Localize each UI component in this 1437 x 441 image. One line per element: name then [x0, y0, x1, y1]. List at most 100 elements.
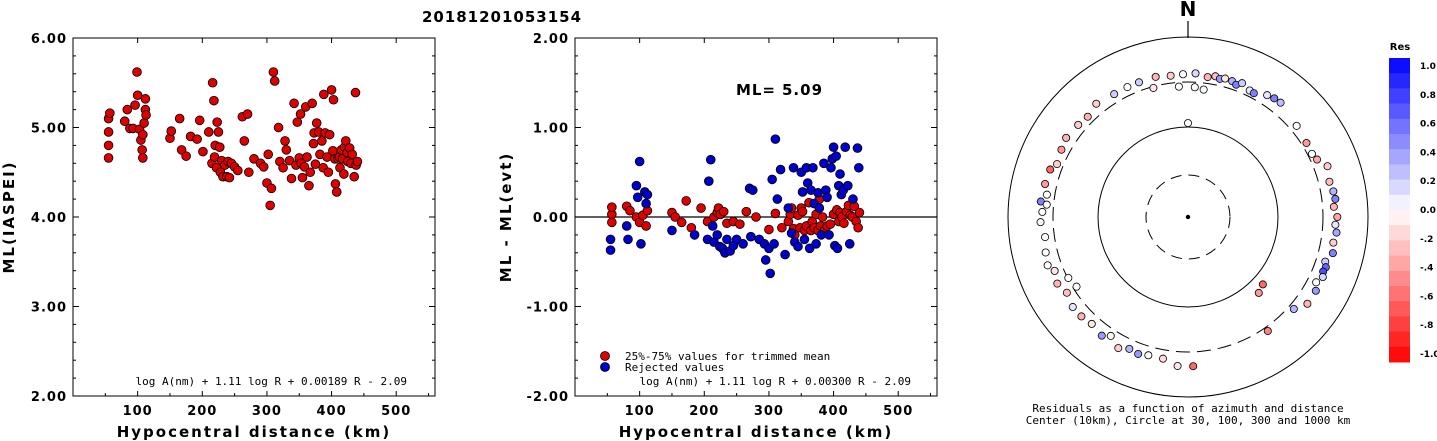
- colorbar-cell: [1389, 225, 1410, 241]
- data-point: [681, 196, 691, 206]
- data-point: [607, 217, 617, 228]
- data-point: [319, 89, 329, 100]
- data-point: [786, 228, 797, 238]
- data-point: [138, 153, 148, 163]
- chart2-formula: log A(nm) + 1.11 log R + 0.00300 R - 2.0…: [639, 375, 911, 388]
- colorbar-tick-label: -.6: [1420, 292, 1433, 302]
- data-point: [278, 162, 288, 173]
- polar-data-point: [1062, 288, 1071, 297]
- data-point: [350, 87, 361, 98]
- polar-data-point: [1057, 145, 1066, 154]
- data-point: [605, 245, 616, 255]
- data-point: [224, 172, 235, 183]
- colorbar-tick-label: 1.0: [1420, 62, 1436, 72]
- data-point: [295, 109, 306, 119]
- colorbar-tick-label: 0.6: [1420, 120, 1436, 130]
- y-tick-label: 4.00: [31, 211, 67, 226]
- data-point: [667, 225, 677, 236]
- data-point: [814, 203, 825, 213]
- legend-label-trimmed: 25%-75% values for trimmed mean: [625, 350, 830, 363]
- data-point: [310, 159, 321, 169]
- data-point: [207, 77, 218, 88]
- polar-data-point: [1077, 312, 1086, 321]
- polar-data-point: [1179, 70, 1188, 79]
- colorbar-cell: [1389, 88, 1410, 105]
- data-point: [746, 231, 756, 242]
- data-point: [198, 146, 208, 157]
- colorbar-tick-label: 0.0: [1420, 206, 1436, 216]
- polar-data-point: [1276, 98, 1285, 107]
- data-point: [636, 239, 646, 249]
- data-point: [280, 136, 290, 146]
- polar-data-point: [1097, 331, 1106, 340]
- chart1-formula: log A(nm) + 1.11 log R + 0.00189 R - 2.0…: [135, 375, 407, 388]
- data-point: [696, 203, 706, 213]
- data-point: [621, 221, 632, 231]
- y-tick-label: -1.00: [527, 301, 569, 316]
- data-point: [826, 162, 836, 173]
- data-point: [817, 212, 828, 222]
- data-point: [339, 169, 349, 179]
- data-point: [770, 208, 781, 219]
- data-point: [828, 142, 839, 152]
- polar-data-point: [1325, 177, 1334, 186]
- polar-data-point: [1221, 74, 1230, 83]
- colorbar-cell: [1389, 118, 1410, 135]
- data-point: [747, 185, 758, 195]
- polar-data-point: [1307, 149, 1316, 158]
- data-point: [769, 239, 779, 249]
- data-point: [797, 206, 808, 217]
- data-point: [311, 118, 322, 128]
- polar-data-point: [1303, 299, 1312, 308]
- polar-data-point: [1083, 112, 1092, 121]
- data-point: [760, 255, 771, 265]
- polar-data-point: [1125, 344, 1134, 353]
- data-point: [286, 173, 297, 184]
- data-point: [824, 230, 834, 240]
- chart1-xlabel: Hypocentral distance (km): [117, 423, 392, 441]
- data-point: [825, 219, 836, 229]
- data-point: [632, 192, 643, 203]
- data-point: [741, 206, 752, 217]
- data-point: [767, 174, 777, 185]
- x-tick-label: 300: [754, 404, 784, 419]
- data-point: [819, 158, 829, 169]
- data-point: [265, 200, 275, 211]
- data-point: [331, 187, 342, 197]
- data-point: [731, 234, 742, 245]
- data-point: [281, 145, 292, 155]
- y-tick-label: -2.00: [527, 390, 569, 405]
- data-point: [330, 179, 341, 189]
- data-point: [842, 180, 853, 191]
- data-point: [299, 162, 310, 172]
- data-point: [804, 243, 815, 254]
- polar-data-point: [1134, 349, 1143, 358]
- data-point: [799, 234, 810, 245]
- polar-data-point: [1331, 220, 1340, 229]
- data-point: [797, 187, 808, 197]
- legend-label-rejected: Rejected values: [625, 361, 724, 374]
- chart1-ylabel: ML(IASPEI): [0, 160, 18, 273]
- data-point: [853, 222, 863, 233]
- data-point: [780, 249, 790, 260]
- data-point: [122, 104, 133, 115]
- data-point: [308, 138, 319, 149]
- data-point: [718, 206, 729, 217]
- data-point: [258, 162, 269, 172]
- polar-data-point: [1042, 190, 1051, 199]
- data-point: [670, 212, 680, 222]
- data-point: [793, 241, 803, 252]
- data-point: [839, 218, 849, 229]
- data-point: [140, 94, 151, 104]
- polar-data-point: [1134, 78, 1143, 87]
- colorbar-title: Res: [1390, 42, 1410, 53]
- colorbar-cell: [1389, 331, 1410, 348]
- data-point: [292, 117, 303, 127]
- polar-data-point: [1053, 279, 1062, 288]
- data-point: [244, 167, 254, 178]
- data-point: [305, 167, 316, 178]
- polar-data-point: [1203, 73, 1212, 82]
- data-point: [689, 230, 700, 240]
- data-point: [631, 180, 642, 191]
- data-point: [641, 221, 651, 231]
